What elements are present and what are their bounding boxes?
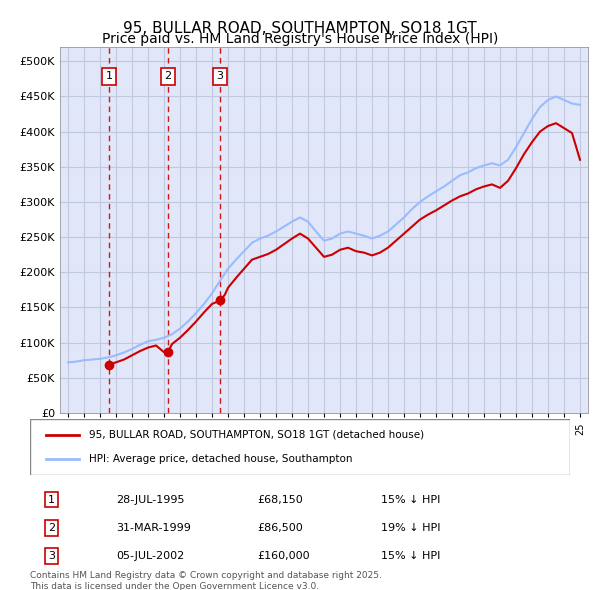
Text: 3: 3 — [217, 71, 224, 81]
Text: 3: 3 — [48, 551, 55, 561]
Text: 2: 2 — [48, 523, 55, 533]
Text: £160,000: £160,000 — [257, 551, 310, 561]
Text: Price paid vs. HM Land Registry's House Price Index (HPI): Price paid vs. HM Land Registry's House … — [102, 32, 498, 47]
Text: 31-MAR-1999: 31-MAR-1999 — [116, 523, 191, 533]
Text: 28-JUL-1995: 28-JUL-1995 — [116, 494, 185, 504]
Text: 95, BULLAR ROAD, SOUTHAMPTON, SO18 1GT: 95, BULLAR ROAD, SOUTHAMPTON, SO18 1GT — [123, 21, 477, 35]
Text: 1: 1 — [106, 71, 113, 81]
Text: 19% ↓ HPI: 19% ↓ HPI — [381, 523, 440, 533]
Text: £68,150: £68,150 — [257, 494, 302, 504]
Text: HPI: Average price, detached house, Southampton: HPI: Average price, detached house, Sout… — [89, 454, 353, 464]
Text: 05-JUL-2002: 05-JUL-2002 — [116, 551, 185, 561]
Text: 1: 1 — [48, 494, 55, 504]
Text: Contains HM Land Registry data © Crown copyright and database right 2025.
This d: Contains HM Land Registry data © Crown c… — [30, 571, 382, 590]
Text: 15% ↓ HPI: 15% ↓ HPI — [381, 551, 440, 561]
Text: 15% ↓ HPI: 15% ↓ HPI — [381, 494, 440, 504]
FancyBboxPatch shape — [30, 419, 570, 475]
Text: 95, BULLAR ROAD, SOUTHAMPTON, SO18 1GT (detached house): 95, BULLAR ROAD, SOUTHAMPTON, SO18 1GT (… — [89, 430, 425, 440]
Text: £86,500: £86,500 — [257, 523, 302, 533]
Text: 2: 2 — [164, 71, 172, 81]
